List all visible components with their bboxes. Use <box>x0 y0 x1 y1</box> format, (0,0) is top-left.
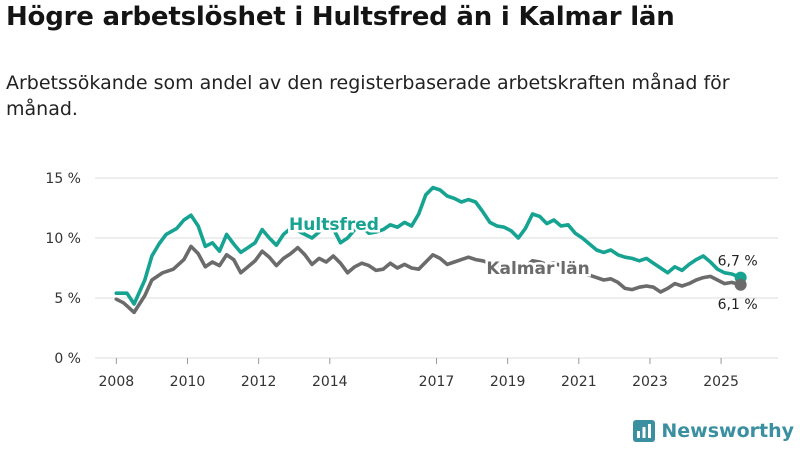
x-tick-label: 2019 <box>490 374 526 390</box>
x-tick-label: 2023 <box>632 374 668 390</box>
y-tick-label: 10 % <box>45 231 81 247</box>
axis-ticks: 0 % 5 % 10 % 15 % 2008 2010 2012 2014 2017 2019 20… <box>45 171 738 390</box>
chart-title: Högre arbetslöshet i Hultsfred än i Kalm… <box>6 2 675 32</box>
y-tick-label: 15 % <box>45 171 81 187</box>
y-tick-label: 5 % <box>54 291 81 307</box>
x-tick-label: 2014 <box>312 374 348 390</box>
end-label-kalmar: 6,1 % <box>718 297 758 313</box>
series-label-hultsfred: Hultsfred <box>289 215 379 235</box>
x-tick-label: 2008 <box>99 374 135 390</box>
end-label-hultsfred: 6,7 % <box>718 254 758 270</box>
x-tick-label: 2021 <box>561 374 597 390</box>
newsworthy-logo-icon <box>633 420 656 442</box>
newsworthy-logo[interactable]: Newsworthy <box>633 420 794 442</box>
series-label-kalmar: Kalmar län <box>486 259 589 279</box>
x-tick-label: 2010 <box>170 374 206 390</box>
x-tick-label: 2012 <box>241 374 277 390</box>
chart-subtitle: Arbetssökande som andel av den registerb… <box>6 72 730 121</box>
series-labels: 6,7 % 6,1 % Hultsfred Kalmar län <box>287 213 758 313</box>
x-tick-label: 2017 <box>419 374 455 390</box>
y-tick-label: 0 % <box>54 351 81 367</box>
series-line-kalmar <box>114 244 743 315</box>
brand-name: Newsworthy <box>661 420 794 442</box>
series-line-hultsfred <box>114 185 743 306</box>
end-marker-kalmar <box>734 278 747 291</box>
series-lines <box>114 185 747 315</box>
x-tick-label: 2025 <box>703 374 739 390</box>
